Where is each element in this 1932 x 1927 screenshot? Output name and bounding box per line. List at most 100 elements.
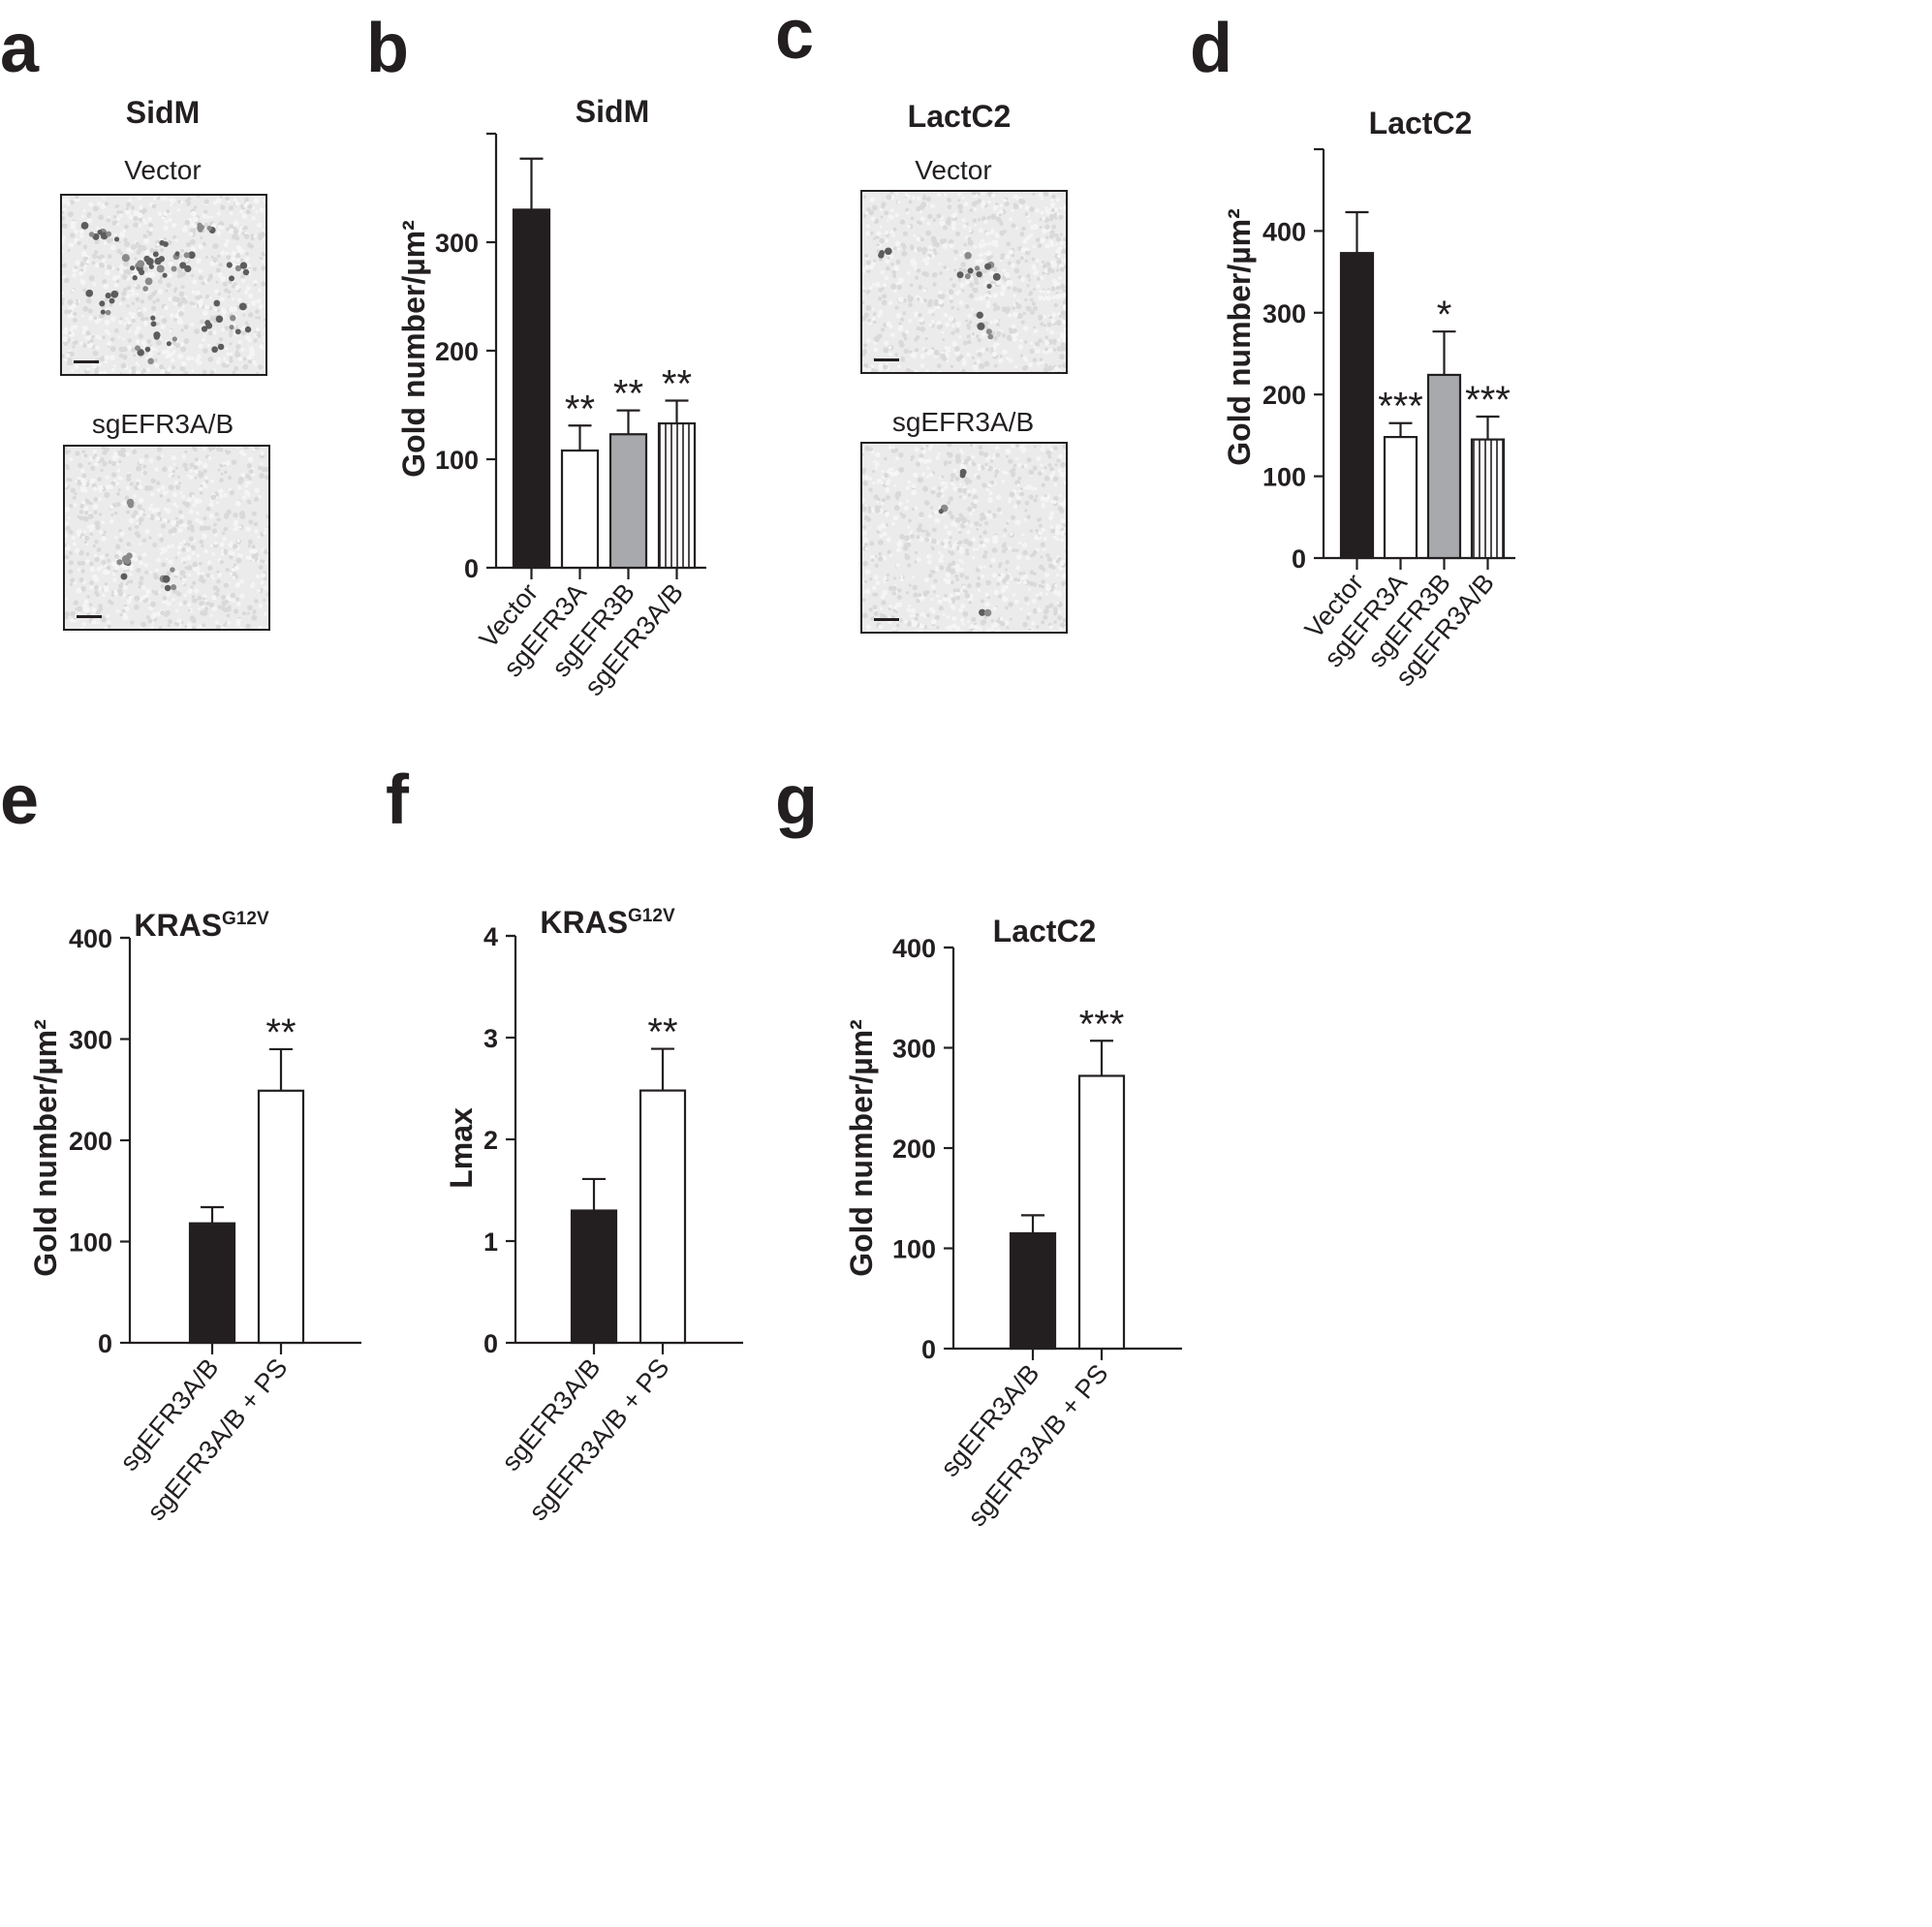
background-grain: [184, 467, 189, 472]
background-grain: [66, 477, 71, 482]
background-grain: [197, 267, 203, 274]
background-grain: [176, 591, 182, 597]
background-grain: [226, 255, 232, 261]
background-grain: [919, 317, 924, 323]
background-grain: [217, 254, 221, 259]
background-grain: [234, 227, 237, 231]
background-grain: [92, 486, 98, 492]
background-grain: [89, 338, 94, 344]
background-grain: [152, 196, 157, 201]
gold-particle: [143, 255, 150, 263]
background-grain: [1047, 365, 1054, 371]
background-grain: [131, 292, 136, 296]
background-grain: [202, 533, 207, 540]
background-grain: [261, 573, 266, 578]
background-grain: [96, 567, 102, 572]
background-grain: [109, 346, 116, 353]
background-grain: [240, 326, 246, 331]
background-grain: [194, 457, 200, 462]
background-grain: [92, 455, 96, 460]
background-grain: [215, 447, 221, 452]
background-grain: [134, 330, 139, 335]
background-grain: [80, 214, 85, 219]
background-grain: [233, 198, 237, 202]
background-grain: [244, 483, 249, 488]
background-grain: [68, 550, 73, 555]
y-tick-label: 400: [1262, 217, 1306, 246]
background-grain: [891, 233, 895, 238]
background-grain: [240, 248, 245, 253]
background-grain: [229, 356, 234, 360]
background-grain: [1051, 312, 1057, 318]
background-grain: [128, 573, 133, 576]
background-grain: [133, 216, 139, 222]
background-grain: [946, 197, 951, 202]
background-grain: [237, 373, 239, 374]
background-grain: [182, 575, 187, 579]
background-grain: [247, 539, 254, 544]
background-grain: [244, 489, 250, 495]
background-grain: [983, 360, 990, 367]
background-grain: [264, 249, 265, 254]
background-grain: [937, 294, 943, 299]
background-grain: [194, 499, 198, 503]
background-grain: [894, 353, 898, 357]
background-grain: [134, 604, 140, 610]
background-grain: [79, 229, 85, 234]
background-grain: [245, 555, 249, 559]
background-grain: [199, 525, 205, 531]
background-grain: [145, 588, 151, 595]
background-grain: [247, 303, 250, 307]
background-grain: [113, 479, 116, 482]
background-grain: [241, 495, 247, 500]
background-grain: [1045, 235, 1049, 239]
background-grain: [75, 196, 79, 200]
background-grain: [101, 520, 106, 525]
background-grain: [960, 368, 967, 372]
background-grain: [78, 510, 83, 514]
background-grain: [111, 503, 116, 507]
background-grain: [118, 353, 124, 358]
background-grain: [85, 367, 90, 371]
gold-particle: [174, 251, 180, 257]
background-grain: [115, 501, 121, 508]
background-grain: [92, 544, 96, 548]
background-grain: [1004, 201, 1010, 206]
background-grain: [104, 359, 108, 364]
background-grain: [131, 370, 135, 374]
background-grain: [171, 491, 178, 498]
background-grain: [160, 196, 166, 201]
background-grain: [240, 472, 246, 478]
background-grain: [229, 358, 234, 363]
background-grain: [251, 511, 257, 516]
background-grain: [72, 495, 77, 500]
background-grain: [242, 357, 247, 361]
panel-label-f: f: [386, 761, 409, 839]
gold-particle: [80, 222, 89, 230]
background-grain: [891, 269, 896, 275]
background-grain: [921, 246, 928, 253]
background-grain: [199, 298, 203, 303]
gold-particle: [105, 309, 111, 316]
background-grain: [237, 357, 243, 362]
background-grain: [104, 202, 109, 206]
background-grain: [126, 599, 132, 605]
background-grain: [223, 470, 228, 475]
background-grain: [85, 259, 91, 264]
background-grain: [88, 523, 95, 530]
gold-particle: [166, 341, 171, 347]
background-grain: [101, 264, 106, 268]
y-tick-label: 0: [483, 1329, 498, 1358]
background-grain: [1046, 211, 1050, 215]
background-grain: [160, 551, 164, 556]
background-grain: [245, 447, 249, 450]
background-grain: [264, 527, 268, 532]
background-grain: [203, 594, 207, 599]
background-grain: [228, 295, 231, 298]
background-grain: [83, 453, 88, 458]
background-grain: [120, 362, 127, 369]
background-grain: [265, 258, 267, 262]
panel-a-title: SidM: [125, 95, 201, 130]
background-grain: [188, 475, 194, 481]
background-grain: [93, 449, 98, 453]
